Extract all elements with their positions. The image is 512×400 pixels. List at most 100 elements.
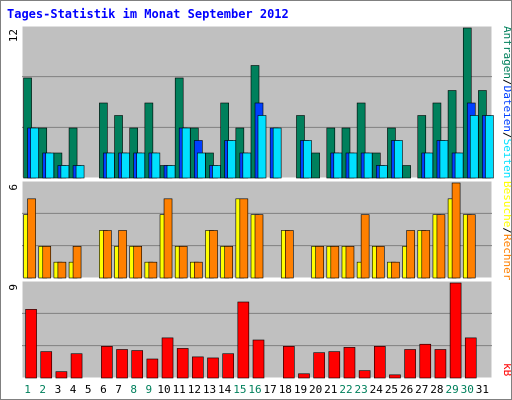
bar-rechner-day-26 [406, 230, 415, 279]
bar-seiten-day-4 [75, 165, 85, 179]
x-tick-label-day-17: 17 [264, 383, 277, 396]
bar-seiten-day-3 [60, 165, 70, 179]
bar-seiten-day-23 [363, 152, 373, 179]
x-tick-label-day-3: 3 [55, 383, 62, 396]
bar-rechner-day-10 [163, 198, 173, 279]
bar-seiten-day-21 [333, 152, 343, 179]
bar-kb-day-10 [161, 337, 174, 379]
bar-kb-day-19 [298, 373, 310, 379]
x-tick-label-day-15: 15 [233, 383, 246, 396]
y-max-label-middle: 6 [7, 184, 20, 191]
bar-seiten-day-14 [227, 140, 236, 179]
legend-entry: / [501, 79, 511, 86]
bar-rechner-day-16 [254, 214, 264, 279]
legend-entry: / [501, 132, 511, 139]
bar-rechner-day-24 [375, 246, 385, 279]
bar-seiten-day-10 [166, 165, 176, 179]
bar-rechner-day-20 [315, 246, 324, 279]
bar-kb-day-21 [328, 351, 341, 379]
legend-entry: Dateien [501, 86, 511, 132]
bar-kb-day-12 [192, 356, 204, 379]
bar-rechner-day-23 [360, 214, 370, 279]
bar-kb-day-18 [283, 346, 295, 379]
x-tick-label-day-10: 10 [157, 383, 170, 396]
bar-kb-day-1 [25, 309, 37, 379]
bar-rechner-day-6 [103, 230, 112, 279]
bar-kb-day-2 [40, 351, 53, 379]
bar-kb-day-29 [449, 282, 462, 379]
bar-kb-day-14 [222, 353, 234, 379]
x-tick-label-day-20: 20 [309, 383, 322, 396]
bar-rechner-day-8 [133, 246, 143, 279]
x-tick-label-day-19: 19 [294, 383, 307, 396]
bar-kb-day-26 [404, 349, 416, 379]
bar-rechner-day-12 [194, 261, 203, 279]
bar-rechner-day-15 [239, 198, 249, 279]
bar-seiten-day-8 [136, 152, 146, 179]
bar-seiten-day-2 [45, 152, 55, 179]
bar-seiten-day-22 [348, 152, 358, 179]
x-tick-label-day-29: 29 [445, 383, 458, 396]
bar-kb-day-30 [464, 337, 477, 379]
bar-seiten-day-6 [106, 152, 115, 179]
bar-rechner-day-2 [42, 246, 52, 279]
bar-seiten-day-9 [151, 152, 161, 179]
bar-seiten-day-1 [30, 127, 39, 179]
bar-rechner-day-27 [421, 230, 431, 279]
legend-bottom: kB [501, 363, 511, 377]
bar-kb-day-4 [70, 353, 83, 379]
y-max-label-bottom: 9 [7, 284, 20, 291]
bar-seiten-day-7 [121, 152, 130, 179]
x-tick-label-day-25: 25 [385, 383, 398, 396]
x-tick-label-day-4: 4 [70, 383, 77, 396]
bar-rechner-day-4 [72, 246, 82, 279]
x-tick-label-day-7: 7 [115, 383, 122, 396]
bar-rechner-day-14 [224, 246, 233, 279]
bar-kb-day-25 [389, 374, 401, 379]
bar-anfragen-day-20 [311, 152, 320, 179]
chart-title: Tages-Statistik im Monat September 2012 [7, 7, 289, 21]
bar-rechner-day-1 [27, 198, 36, 279]
x-tick-label-day-2: 2 [39, 383, 46, 396]
bar-rechner-day-30 [466, 214, 476, 279]
x-tick-label-day-31: 31 [476, 383, 489, 396]
bar-rechner-day-18 [285, 230, 294, 279]
bar-kb-day-24 [373, 346, 386, 379]
bar-seiten-day-17 [272, 127, 282, 179]
bar-seiten-day-29 [454, 152, 464, 179]
bar-rechner-day-7 [118, 230, 127, 279]
bar-kb-day-6 [101, 346, 113, 379]
bar-seiten-day-11 [181, 127, 191, 179]
bar-kb-day-23 [358, 370, 371, 379]
bar-seiten-day-19 [303, 140, 312, 179]
x-tick-label-day-27: 27 [415, 383, 428, 396]
bar-seiten-day-13 [212, 165, 221, 179]
bar-kb-day-7 [116, 349, 128, 379]
x-tick-label-day-1: 1 [24, 383, 31, 396]
x-tick-label-day-14: 14 [218, 383, 232, 396]
bar-seiten-day-31 [485, 115, 494, 179]
legend-middle: Besuche/Rechner [501, 181, 511, 281]
x-tick-label-day-18: 18 [279, 383, 292, 396]
bar-seiten-day-24 [378, 165, 388, 179]
x-tick-label-day-23: 23 [355, 383, 368, 396]
bar-kb-day-20 [313, 352, 325, 379]
legend-entry: Rechner [501, 234, 511, 281]
bar-seiten-day-27 [424, 152, 434, 179]
x-tick-label-day-11: 11 [173, 383, 186, 396]
bar-kb-day-3 [55, 371, 68, 379]
bar-kb-day-13 [207, 357, 219, 379]
x-tick-label-day-13: 13 [203, 383, 216, 396]
bar-seiten-day-15 [242, 152, 252, 179]
legend-entry: Anfragen [501, 26, 511, 79]
legend-top: Anfragen/Dateien/Seiten [501, 26, 511, 178]
x-tick-label-day-30: 30 [461, 383, 474, 396]
x-tick-label-day-12: 12 [188, 383, 201, 396]
bar-seiten-day-30 [469, 115, 479, 179]
bar-rechner-day-11 [178, 246, 188, 279]
x-tick-label-day-8: 8 [130, 383, 137, 396]
bar-kb-day-27 [419, 343, 432, 379]
y-max-label-top: 12 [7, 29, 20, 42]
